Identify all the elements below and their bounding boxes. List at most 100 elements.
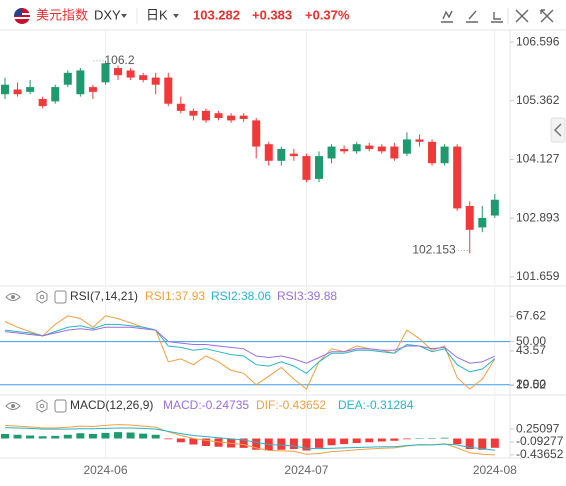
- histogram-bar: [214, 438, 223, 447]
- histogram-bar: [327, 438, 336, 446]
- histogram-bar: [26, 435, 35, 439]
- candle-body: [38, 98, 47, 107]
- candle-body: [490, 199, 499, 216]
- indicator-line: [4, 323, 496, 374]
- candle-body: [63, 72, 72, 85]
- histogram-bar: [453, 438, 462, 445]
- candle-body: [114, 68, 123, 76]
- histogram-bar: [352, 438, 361, 443]
- y-tick-label: 19.52: [516, 378, 546, 392]
- histogram-bar: [139, 433, 148, 439]
- histogram-bar: [490, 438, 499, 448]
- histogram-bar: [51, 435, 60, 439]
- legend-entry: DIF:-0.43652: [256, 398, 326, 412]
- candle-body: [51, 87, 60, 102]
- candle-body: [415, 139, 424, 142]
- candle-body: [440, 146, 449, 164]
- candle-body: [289, 153, 298, 157]
- histogram-bar: [114, 432, 123, 439]
- index-name: 美元指数: [36, 7, 88, 22]
- candle-body: [352, 144, 361, 152]
- candle-body: [139, 75, 148, 80]
- fullscreen-button[interactable]: [540, 9, 554, 23]
- histogram-bar: [252, 438, 261, 450]
- dropdown-arrow[interactable]: [173, 14, 179, 18]
- y-tick-label: 43.57: [516, 343, 546, 357]
- legend-entry: RSI3:39.88: [277, 289, 337, 303]
- histogram-bar: [1, 434, 9, 439]
- legend-entry: RSI2:38.06: [211, 289, 271, 303]
- x-tick-label: 2024-08: [473, 463, 517, 477]
- histogram-bar: [415, 438, 424, 439]
- y-tick-label: -0.09277: [516, 434, 564, 448]
- candle-body: [214, 113, 223, 119]
- histogram-bar: [13, 434, 22, 439]
- candle-body: [201, 110, 210, 121]
- histogram-bar: [151, 434, 160, 439]
- x-tick-label: 2024-07: [284, 463, 328, 477]
- candle-body: [453, 146, 462, 209]
- candle-body: [277, 148, 286, 161]
- candle-body: [76, 70, 85, 95]
- histogram-bar: [189, 438, 198, 445]
- candle-body: [428, 141, 437, 164]
- draw-button[interactable]: [466, 10, 478, 23]
- x-tick-label: 2024-06: [83, 463, 127, 477]
- indicator-title: RSI(7,14,21): [70, 289, 138, 303]
- candle-body: [390, 146, 399, 159]
- histogram-bar: [315, 438, 323, 448]
- candle-body: [478, 217, 487, 228]
- candle-body: [402, 139, 411, 154]
- indicator-button[interactable]: [441, 10, 453, 23]
- histogram-bar: [365, 438, 374, 443]
- settings-icon[interactable]: [36, 399, 48, 413]
- candle-body: [365, 145, 374, 149]
- dropdown-arrow[interactable]: [121, 14, 127, 18]
- candle-body: [176, 103, 185, 111]
- y-tick-label: 101.659: [516, 269, 560, 283]
- y-tick-label: 102.893: [516, 210, 560, 224]
- eye-icon[interactable]: [5, 293, 21, 301]
- close-icon[interactable]: [54, 399, 67, 413]
- histogram-bar: [63, 434, 72, 439]
- indicator-line: [4, 326, 496, 364]
- rsi-header: RSI(7,14,21): [5, 289, 138, 304]
- collapse-button[interactable]: [550, 117, 566, 143]
- header: 美元指数 DXY 日K 103.282 +0.383 +0.37%: [14, 7, 554, 24]
- low-annotation: 102.153: [412, 243, 456, 257]
- y-tick-label: 0.25097: [516, 421, 560, 435]
- candle-body: [13, 89, 22, 95]
- y-tick-label: 67.62: [516, 308, 546, 322]
- histogram-bar: [176, 438, 185, 443]
- histogram-bar: [402, 438, 411, 440]
- candle-body: [327, 146, 336, 159]
- candle-body: [340, 148, 349, 152]
- candle-body: [26, 87, 35, 92]
- histogram-bar: [76, 433, 85, 439]
- indicator-line: [4, 427, 495, 451]
- histogram-bar: [465, 438, 474, 449]
- histogram-bar: [126, 432, 135, 439]
- candle-body: [377, 146, 386, 152]
- histogram-bar: [239, 438, 248, 448]
- histogram-bar: [478, 438, 487, 450]
- eye-icon[interactable]: [5, 402, 21, 410]
- histogram-bar: [201, 438, 210, 446]
- symbol[interactable]: DXY: [94, 7, 121, 22]
- y-tick-label: 50.00: [516, 334, 546, 348]
- candle-body: [126, 70, 135, 78]
- histogram-bar: [101, 432, 110, 439]
- histogram-bar: [390, 438, 399, 441]
- period[interactable]: 日K: [146, 7, 168, 22]
- candle-body: [151, 77, 160, 85]
- histogram-bar: [277, 438, 286, 450]
- candle-body: [189, 110, 198, 116]
- candle-body: [164, 77, 173, 104]
- close-icon[interactable]: [54, 290, 67, 304]
- expand-button[interactable]: [515, 9, 529, 23]
- flag-icon: [14, 8, 30, 24]
- settings-icon[interactable]: [36, 290, 48, 304]
- indicator-line: [4, 315, 496, 390]
- tool-button[interactable]: [491, 12, 503, 23]
